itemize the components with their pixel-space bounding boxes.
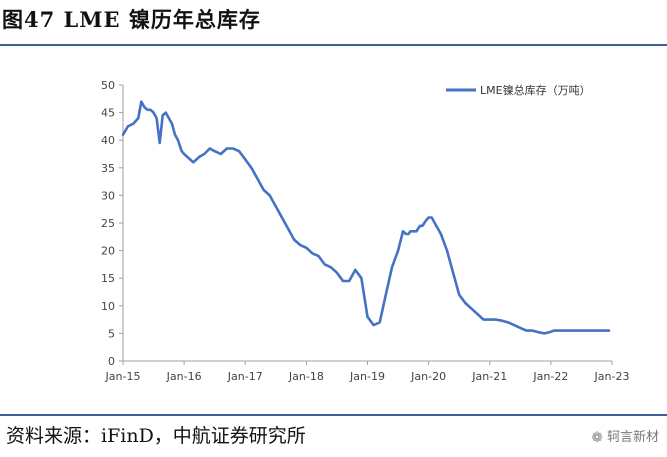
x-tick-label: Jan-17 <box>227 370 263 383</box>
y-axis: 0 5 10 15 20 25 30 35 40 45 50 <box>101 79 124 368</box>
x-tick-label: Jan-21 <box>471 370 507 383</box>
source-note: 资料来源：iFinD，中航证券研究所 <box>6 425 306 447</box>
y-tick-label: 35 <box>101 162 115 175</box>
x-tick-label: Jan-18 <box>288 370 324 383</box>
y-tick-label: 5 <box>108 327 115 340</box>
series-line <box>121 100 611 335</box>
y-tick-label: 30 <box>101 189 115 202</box>
x-tick-label: Jan-19 <box>349 370 385 383</box>
top-rule <box>0 44 667 46</box>
legend-label: LME镍总库存（万吨） <box>480 83 591 97</box>
x-tick-label: Jan-15 <box>105 370 141 383</box>
x-tick-label: Jan-22 <box>532 370 568 383</box>
series-layer <box>121 100 611 335</box>
legend: LME镍总库存（万吨） <box>446 83 591 97</box>
x-tick-label: Jan-23 <box>594 370 630 383</box>
bottom-rule <box>0 414 667 416</box>
wechat-icon: ❁ <box>591 430 603 446</box>
x-tick-label: Jan-16 <box>166 370 202 383</box>
y-tick-label: 50 <box>101 79 115 92</box>
y-tick-label: 10 <box>101 300 115 313</box>
y-tick-label: 45 <box>101 107 115 120</box>
y-tick-label: 40 <box>101 134 115 147</box>
x-tick-label: Jan-20 <box>410 370 446 383</box>
y-tick-label: 0 <box>108 355 115 368</box>
watermark-label: 轲言新材 <box>606 430 659 445</box>
figure-title: 图47 LME 镍历年总库存 <box>2 7 261 32</box>
x-axis: Jan-15 Jan-16 Jan-17 Jan-18 Jan-19 Jan-20 Jan-… <box>105 360 630 383</box>
y-tick-label: 15 <box>101 272 115 285</box>
y-tick-label: 25 <box>101 217 115 230</box>
watermark: ❁ 轲言新材 <box>591 425 659 451</box>
y-tick-label: 20 <box>101 245 115 258</box>
